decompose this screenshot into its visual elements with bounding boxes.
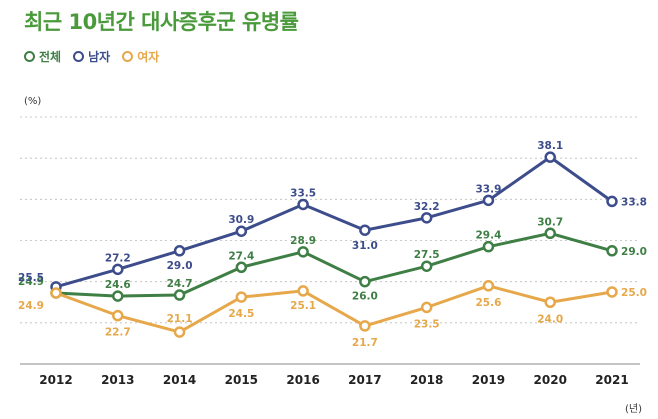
data-label: 26.0 <box>352 291 378 303</box>
data-label: 24.5 <box>228 308 254 320</box>
data-label: 21.1 <box>167 313 193 325</box>
data-label: 27.2 <box>105 252 131 264</box>
data-point <box>112 309 124 322</box>
x-tick-label: 2021 <box>595 373 628 387</box>
chart-title: 최근 10년간 대사증후군 유병률 <box>24 10 299 34</box>
data-point <box>235 225 248 237</box>
data-label: 25.5 <box>18 272 44 284</box>
data-label: 30.9 <box>228 214 254 226</box>
x-tick-label: 2012 <box>39 373 72 387</box>
data-point <box>173 326 186 338</box>
legend-marker-male <box>73 51 85 62</box>
legend-item-male: 남자 <box>73 48 110 65</box>
data-point <box>606 245 618 257</box>
data-point <box>297 198 309 211</box>
data-point <box>606 195 618 208</box>
data-point <box>112 263 124 276</box>
data-point <box>50 287 62 299</box>
data-point <box>420 212 433 224</box>
legend-marker-female <box>122 51 134 62</box>
data-label: 21.7 <box>352 337 378 349</box>
data-point <box>482 280 495 292</box>
data-point <box>297 246 309 258</box>
x-tick-label: 2018 <box>410 373 443 387</box>
x-tick-label: 2016 <box>286 373 319 387</box>
data-point <box>606 286 618 298</box>
data-label: 22.7 <box>105 327 131 339</box>
data-point <box>359 224 371 236</box>
data-label: 33.9 <box>475 183 501 195</box>
data-label: 24.6 <box>105 279 131 291</box>
x-axis-unit: (년) <box>625 404 643 415</box>
data-point <box>544 296 556 308</box>
data-point <box>173 245 186 257</box>
legend: 전체 남자 여자 <box>24 48 159 65</box>
data-label: 31.0 <box>352 240 378 252</box>
x-tick-label: 2014 <box>163 373 196 387</box>
data-label: 29.0 <box>167 260 193 272</box>
data-label: 25.0 <box>621 287 647 299</box>
data-point <box>544 227 556 240</box>
data-label: 29.4 <box>475 230 501 242</box>
series-line-male <box>55 155 613 289</box>
data-label: 23.5 <box>414 318 440 330</box>
y-axis-label: (%) <box>24 96 42 107</box>
data-label: 38.1 <box>537 140 563 152</box>
gridlines <box>20 116 640 365</box>
data-point <box>482 240 495 253</box>
data-point <box>235 261 248 274</box>
data-point <box>482 194 495 207</box>
data-label: 25.1 <box>290 300 316 312</box>
series-male: 25.5 27.2 29.0 30.9 33.5 31.0 32.2 33.9 38.1 33.8 <box>18 140 647 293</box>
data-point <box>420 301 433 314</box>
data-point <box>359 275 371 288</box>
data-label: 24.0 <box>537 313 563 325</box>
data-point <box>544 151 556 163</box>
data-point <box>359 320 371 332</box>
data-label: 29.0 <box>621 246 647 258</box>
x-tick-label: 2013 <box>101 373 134 387</box>
data-label: 24.9 <box>18 300 44 312</box>
x-tick-label: 2019 <box>472 373 505 387</box>
legend-label-male: 남자 <box>88 50 111 64</box>
series-total: 24.9 24.6 24.7 27.4 28.9 26.0 27.5 29.4 30.7 29.0 <box>18 216 647 302</box>
data-label: 33.5 <box>290 187 316 199</box>
x-axis: 2012 2013 2014 2015 2016 2017 2018 2019 2020 2021 <box>39 373 628 387</box>
legend-label-total: 전체 <box>39 50 62 64</box>
data-point <box>420 260 433 272</box>
data-label: 27.5 <box>414 249 440 261</box>
series-line-female <box>55 284 613 334</box>
data-label: 32.2 <box>414 201 440 213</box>
legend-label-female: 여자 <box>137 50 160 64</box>
data-label: 24.7 <box>167 278 193 290</box>
x-tick-label: 2017 <box>348 373 381 387</box>
series-line-total <box>55 231 613 298</box>
legend-marker-total <box>24 51 35 62</box>
data-label: 25.6 <box>475 297 501 309</box>
legend-item-total: 전체 <box>24 48 61 65</box>
data-label: 33.8 <box>621 196 647 208</box>
data-point <box>235 291 248 303</box>
data-label: 28.9 <box>290 235 316 247</box>
x-tick-label: 2015 <box>225 373 258 387</box>
legend-item-female: 여자 <box>122 48 159 65</box>
series-female: 24.9 22.7 21.1 24.5 25.1 21.7 23.5 25.6 24.0 25.0 <box>18 280 647 349</box>
data-point <box>297 285 309 297</box>
data-label: 30.7 <box>537 216 563 228</box>
data-point <box>173 289 186 301</box>
data-label: 27.4 <box>228 250 254 262</box>
data-label: 24.9 <box>18 276 44 288</box>
data-point <box>112 290 124 302</box>
x-tick-label: 2020 <box>534 373 567 387</box>
